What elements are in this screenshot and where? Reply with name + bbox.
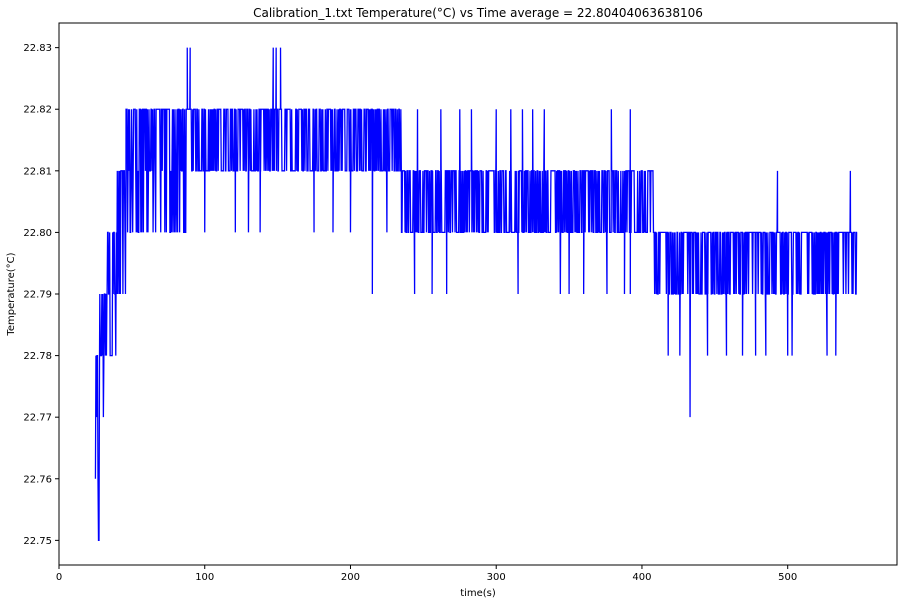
y-tick-label: 22.79 <box>23 290 52 301</box>
y-tick-label: 22.81 <box>23 166 52 177</box>
x-tick-label: 300 <box>487 572 506 583</box>
y-tick-label: 22.77 <box>23 413 52 424</box>
y-tick-label: 22.76 <box>23 474 52 485</box>
y-tick-label: 22.83 <box>23 43 52 54</box>
y-tick-label: 22.78 <box>23 351 52 362</box>
x-axis-label: time(s) <box>460 588 496 599</box>
y-tick-label: 22.80 <box>23 228 52 239</box>
y-axis: 22.75 22.76 22.77 22.78 22.79 22.80 22.81 22.82… <box>23 43 59 547</box>
plot-frame <box>58 22 898 566</box>
x-tick-label: 100 <box>195 572 214 583</box>
x-tick-label: 500 <box>778 572 797 583</box>
y-axis-label: Temperature(°C) <box>6 252 17 336</box>
y-tick-label: 22.82 <box>23 105 52 116</box>
y-tick-label: 22.75 <box>23 536 52 547</box>
x-tick-label: 400 <box>632 572 651 583</box>
x-tick-label: 0 <box>56 572 62 583</box>
x-tick-label: 200 <box>341 572 360 583</box>
temperature-series-line <box>94 47 858 542</box>
x-axis: 0 100 200 300 400 500 <box>56 565 797 583</box>
plot-area <box>94 47 858 542</box>
chart-title: Calibration_1.txt Temperature(°C) vs Tim… <box>253 6 703 20</box>
